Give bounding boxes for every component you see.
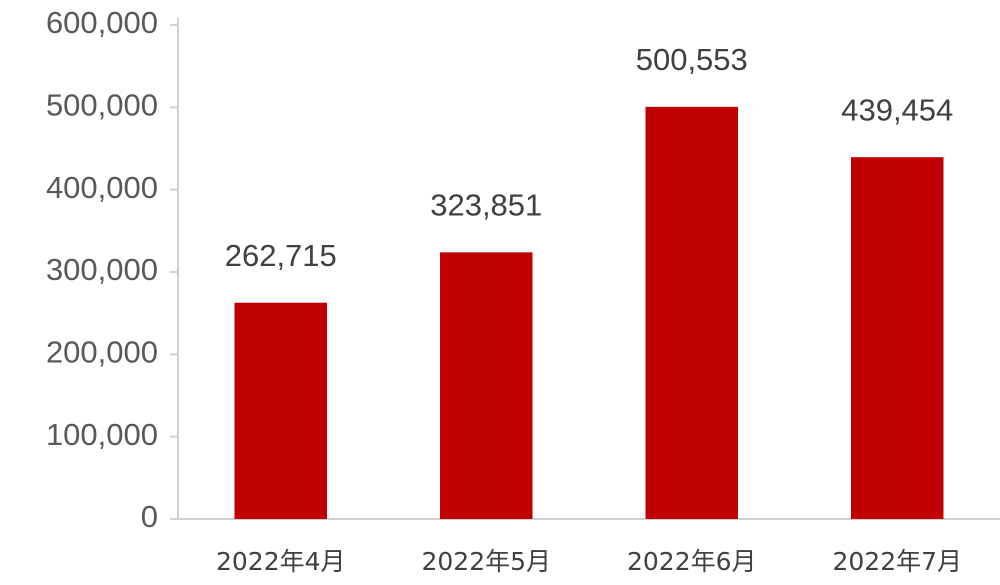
value-label: 439,454 [841,92,953,127]
x-tick-label: 2022年4月 [216,547,346,576]
y-tick-label: 100,000 [46,417,158,452]
value-label: 323,851 [430,188,542,223]
y-tick-label: 0 [141,499,158,534]
x-tick-label: 2022年7月 [832,547,962,576]
y-tick-label: 200,000 [46,335,158,370]
y-tick-label: 400,000 [46,170,158,205]
x-tick-label: 2022年5月 [421,547,551,576]
value-label: 262,715 [225,238,337,273]
bar [645,106,738,520]
y-tick-label: 500,000 [46,88,158,123]
bar [851,157,944,520]
bar [440,252,533,519]
y-tick-label: 600,000 [46,5,158,40]
x-tick-label: 2022年6月 [627,547,757,576]
y-tick-label: 300,000 [46,252,158,287]
value-label: 500,553 [636,42,748,77]
bar [234,302,327,519]
